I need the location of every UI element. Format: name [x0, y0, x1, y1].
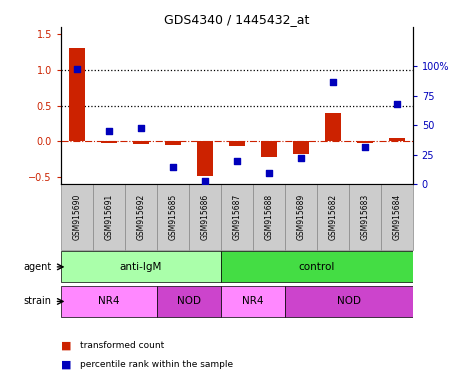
Bar	[285, 286, 413, 317]
Point	[393, 101, 401, 107]
Text: strain: strain	[23, 296, 52, 306]
Point	[297, 155, 304, 161]
Point	[137, 124, 144, 131]
Text: NOD: NOD	[337, 296, 361, 306]
Bar	[157, 286, 221, 317]
Text: percentile rank within the sample: percentile rank within the sample	[80, 360, 233, 369]
Bar	[133, 141, 149, 144]
Bar	[221, 286, 285, 317]
Bar	[357, 141, 373, 143]
Text: agent: agent	[23, 262, 52, 272]
Bar	[285, 184, 317, 250]
Text: GSM915690: GSM915690	[72, 194, 82, 240]
Bar	[261, 141, 277, 157]
Bar	[93, 184, 125, 250]
Point	[361, 144, 369, 150]
Bar	[61, 286, 157, 317]
Point	[329, 78, 337, 84]
Text: transformed count: transformed count	[80, 341, 164, 350]
Point	[105, 128, 113, 134]
Title: GDS4340 / 1445432_at: GDS4340 / 1445432_at	[164, 13, 310, 26]
Text: GSM915688: GSM915688	[265, 194, 273, 240]
Bar	[317, 184, 349, 250]
Text: GSM915683: GSM915683	[360, 194, 369, 240]
Text: anti-IgM: anti-IgM	[120, 262, 162, 272]
Point	[169, 164, 177, 170]
Text: ■: ■	[61, 341, 71, 351]
Bar	[189, 184, 221, 250]
Bar	[101, 141, 117, 143]
Text: GSM915684: GSM915684	[392, 194, 401, 240]
Bar	[125, 184, 157, 250]
Text: GSM915682: GSM915682	[328, 194, 337, 240]
Bar	[69, 48, 85, 141]
Bar	[197, 141, 213, 176]
Point	[201, 178, 209, 184]
Bar	[221, 184, 253, 250]
Text: control: control	[299, 262, 335, 272]
Text: GSM915686: GSM915686	[200, 194, 209, 240]
Bar	[253, 184, 285, 250]
Text: GSM915689: GSM915689	[296, 194, 305, 240]
Point	[73, 66, 81, 72]
Text: NR4: NR4	[98, 296, 120, 306]
Text: GSM915692: GSM915692	[136, 194, 145, 240]
Text: GSM915685: GSM915685	[168, 194, 177, 240]
Text: GSM915687: GSM915687	[232, 194, 242, 240]
Bar	[61, 252, 221, 283]
Bar	[229, 141, 245, 146]
Text: NOD: NOD	[177, 296, 201, 306]
Text: ■: ■	[61, 360, 71, 370]
Bar	[61, 184, 93, 250]
Bar	[157, 184, 189, 250]
Bar	[293, 141, 309, 154]
Point	[265, 169, 272, 175]
Bar	[381, 184, 413, 250]
Bar	[349, 184, 381, 250]
Bar	[165, 141, 181, 145]
Bar	[325, 113, 341, 141]
Bar	[221, 252, 413, 283]
Text: GSM915691: GSM915691	[105, 194, 113, 240]
Point	[233, 157, 241, 164]
Bar	[389, 138, 405, 141]
Text: NR4: NR4	[242, 296, 264, 306]
